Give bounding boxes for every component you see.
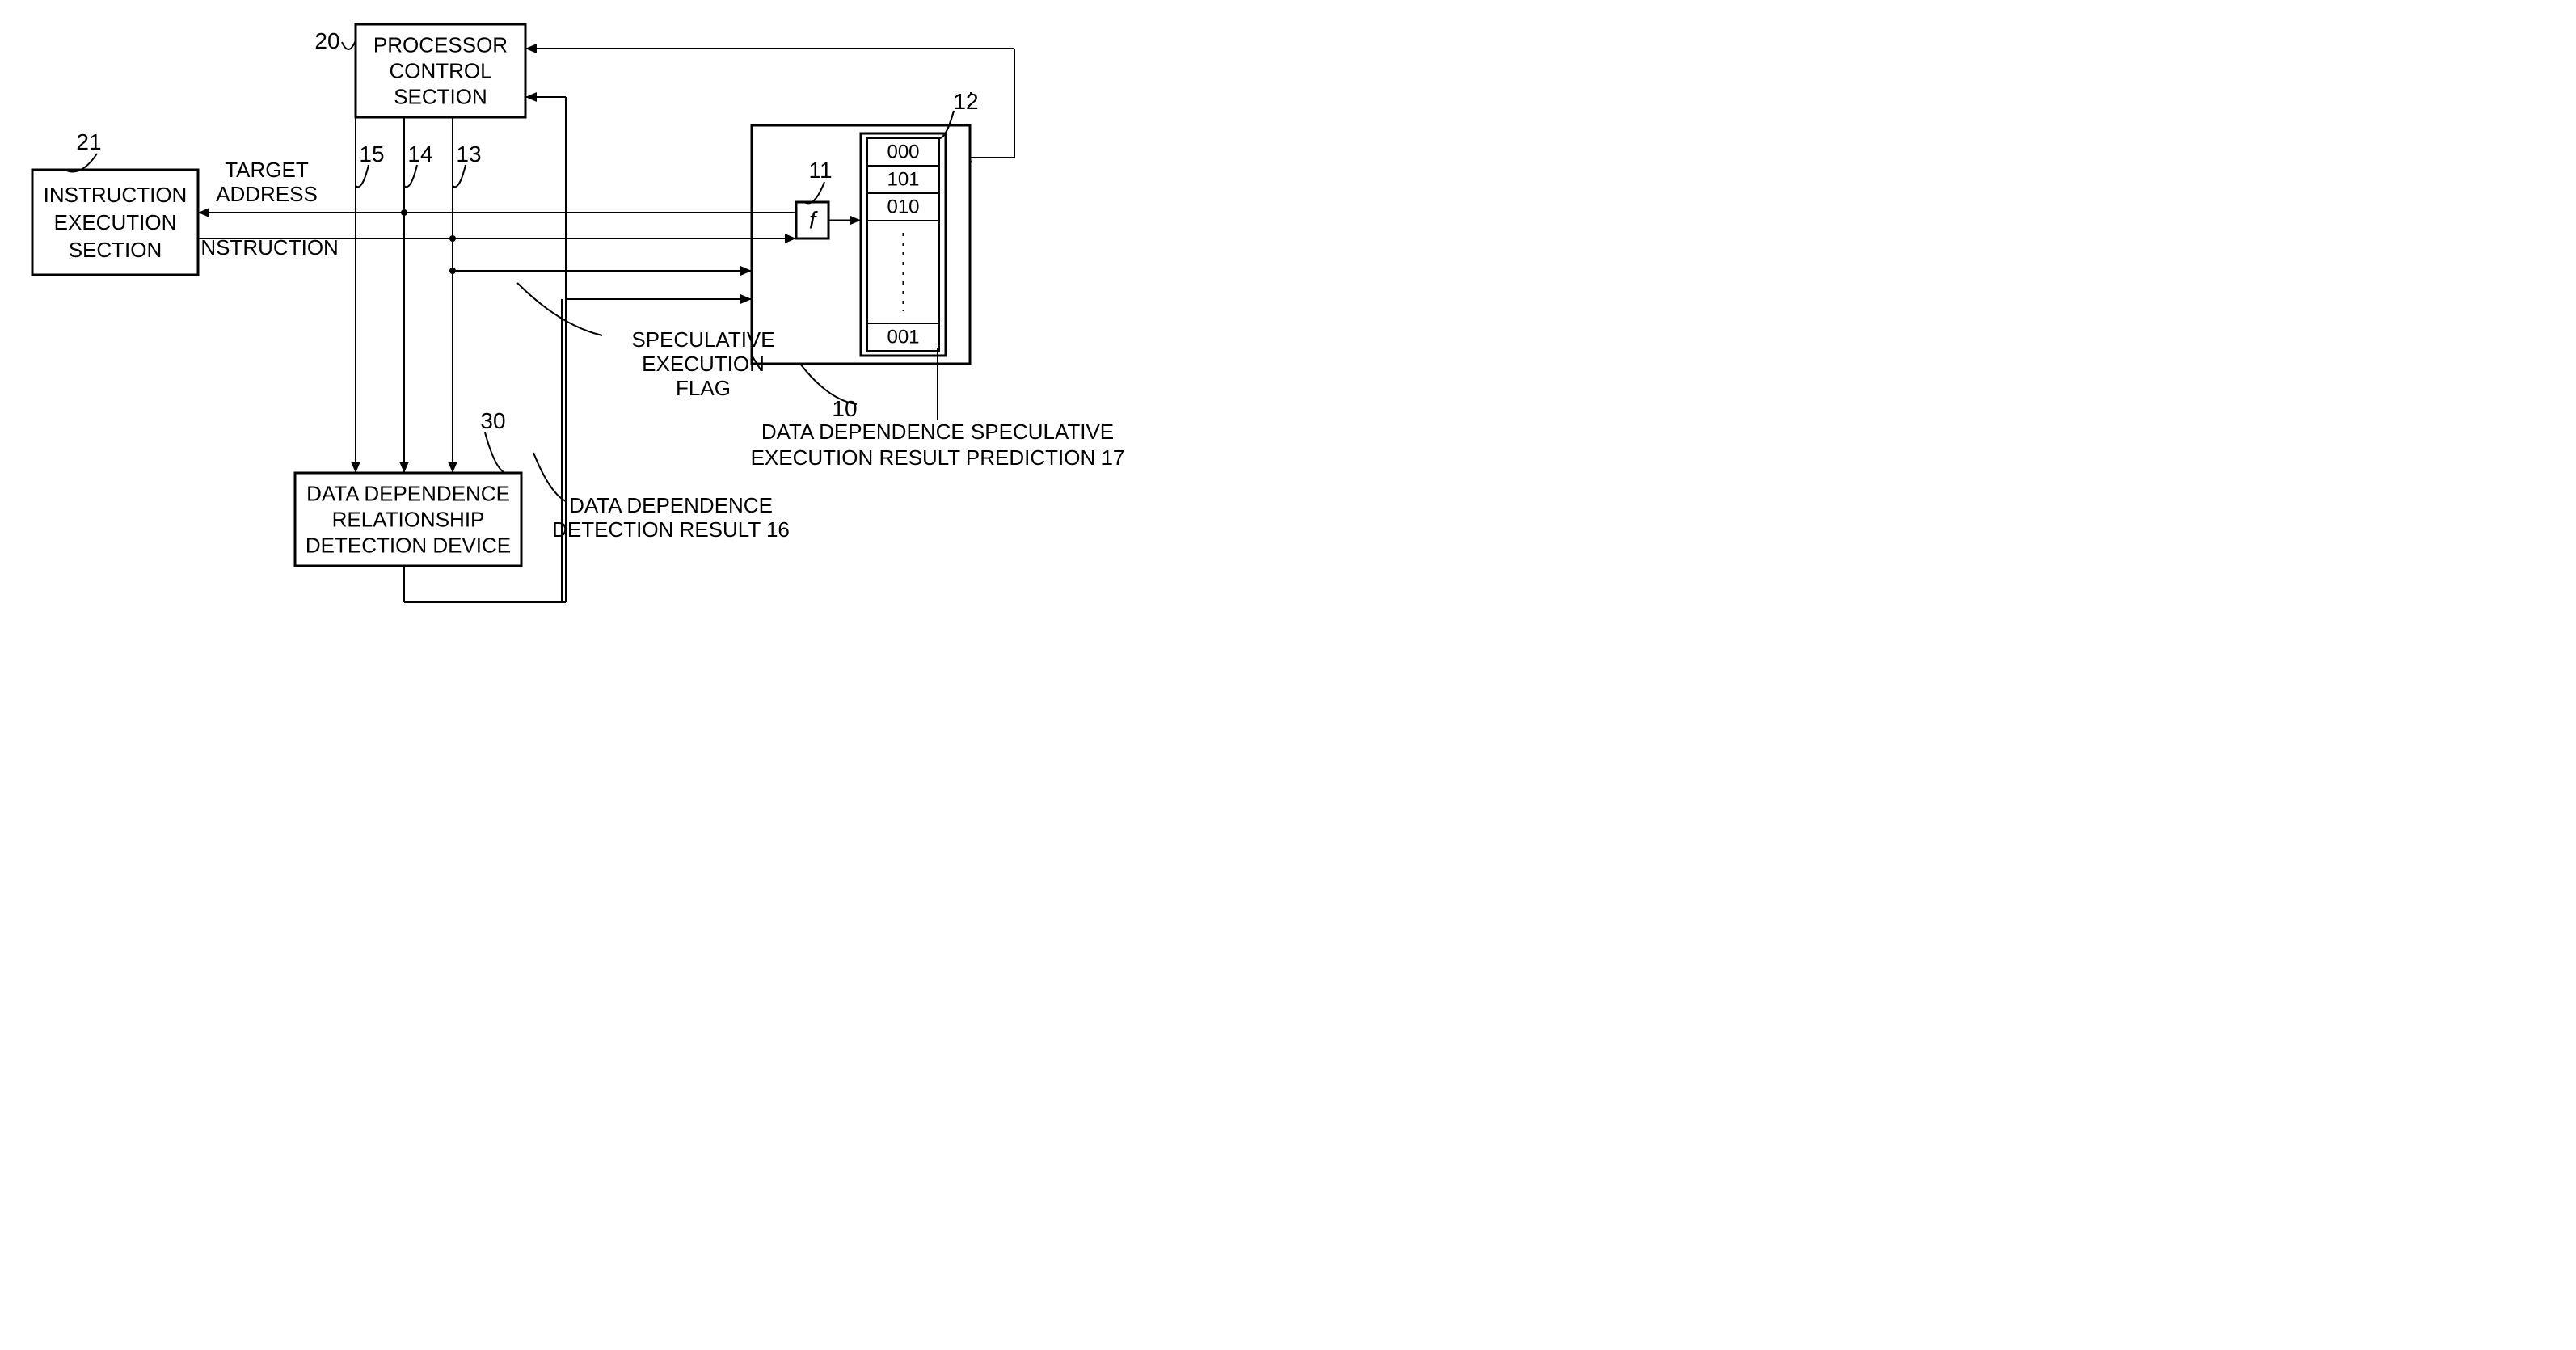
svg-text:PROCESSOR: PROCESSOR (373, 33, 508, 57)
svg-text:21: 21 (76, 129, 101, 154)
svg-text:30: 30 (480, 408, 505, 433)
svg-text:010: 010 (887, 196, 919, 217)
svg-text:DETECTION RESULT 16: DETECTION RESULT 16 (552, 517, 790, 542)
svg-text:DETECTION DEVICE: DETECTION DEVICE (306, 534, 511, 558)
svg-text:CONTROL: CONTROL (389, 59, 491, 83)
svg-text:10: 10 (832, 396, 857, 421)
svg-text:RELATIONSHIP: RELATIONSHIP (332, 508, 485, 532)
svg-text:101: 101 (887, 168, 919, 190)
svg-text:DATA DEPENDENCE: DATA DEPENDENCE (306, 482, 510, 506)
svg-text:12: 12 (953, 89, 978, 114)
svg-text:DATA DEPENDENCE: DATA DEPENDENCE (569, 493, 773, 517)
svg-text:DATA DEPENDENCE SPECULATIVE: DATA DEPENDENCE SPECULATIVE (761, 420, 1114, 444)
svg-text:EXECUTION: EXECUTION (642, 352, 765, 376)
svg-text:SPECULATIVE: SPECULATIVE (631, 327, 774, 352)
svg-text:11: 11 (808, 158, 832, 183)
svg-text:EXECUTION: EXECUTION (54, 210, 177, 234)
svg-text:INSTRUCTION: INSTRUCTION (44, 183, 188, 207)
svg-text:14: 14 (407, 141, 432, 167)
svg-text:15: 15 (359, 141, 384, 167)
svg-text:20: 20 (314, 28, 339, 53)
svg-text:TARGET: TARGET (225, 158, 309, 182)
svg-text:001: 001 (887, 326, 919, 348)
svg-text:EXECUTION RESULT PREDICTION 17: EXECUTION RESULT PREDICTION 17 (751, 445, 1125, 470)
svg-text:13: 13 (456, 141, 481, 167)
svg-text:000: 000 (887, 141, 919, 162)
svg-text:FLAG: FLAG (676, 376, 731, 400)
svg-text:ADDRESS: ADDRESS (216, 182, 318, 206)
svg-text:SECTION: SECTION (394, 85, 487, 109)
svg-text:INSTRUCTION: INSTRUCTION (195, 235, 339, 259)
svg-text:SECTION: SECTION (69, 238, 162, 262)
